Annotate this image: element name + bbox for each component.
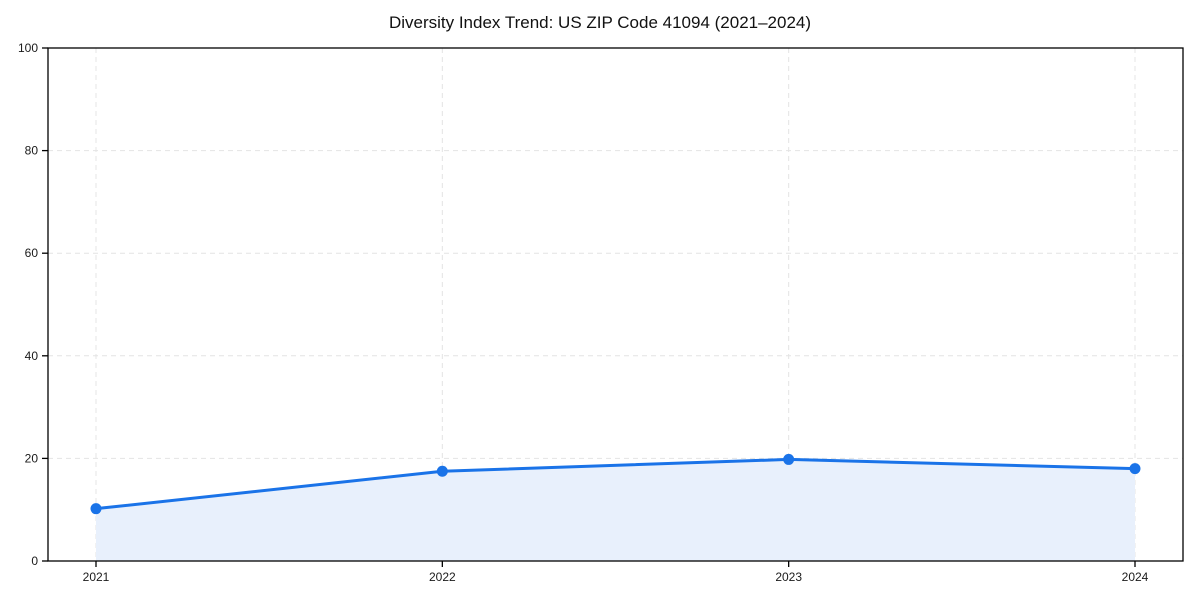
data-point-marker <box>1129 463 1141 475</box>
x-tick-label: 2021 <box>83 570 110 584</box>
x-tick-label: 2022 <box>429 570 456 584</box>
area-fill <box>96 459 1135 561</box>
y-tick-label: 0 <box>31 554 38 568</box>
y-tick-label: 80 <box>25 144 39 158</box>
y-tick-label: 100 <box>18 41 38 55</box>
data-point-marker <box>90 503 102 515</box>
chart-title: Diversity Index Trend: US ZIP Code 41094… <box>388 13 812 32</box>
trend-line <box>94 457 1137 511</box>
y-tick-label: 60 <box>25 246 39 260</box>
y-tick-label: 40 <box>25 349 39 363</box>
data-point-marker <box>436 465 448 477</box>
y-tick-label: 20 <box>25 451 39 465</box>
plot-border <box>47 47 1184 562</box>
data-point-marker <box>783 453 795 465</box>
x-tick-label: 2023 <box>775 570 802 584</box>
x-tick-label: 2024 <box>1122 570 1149 584</box>
